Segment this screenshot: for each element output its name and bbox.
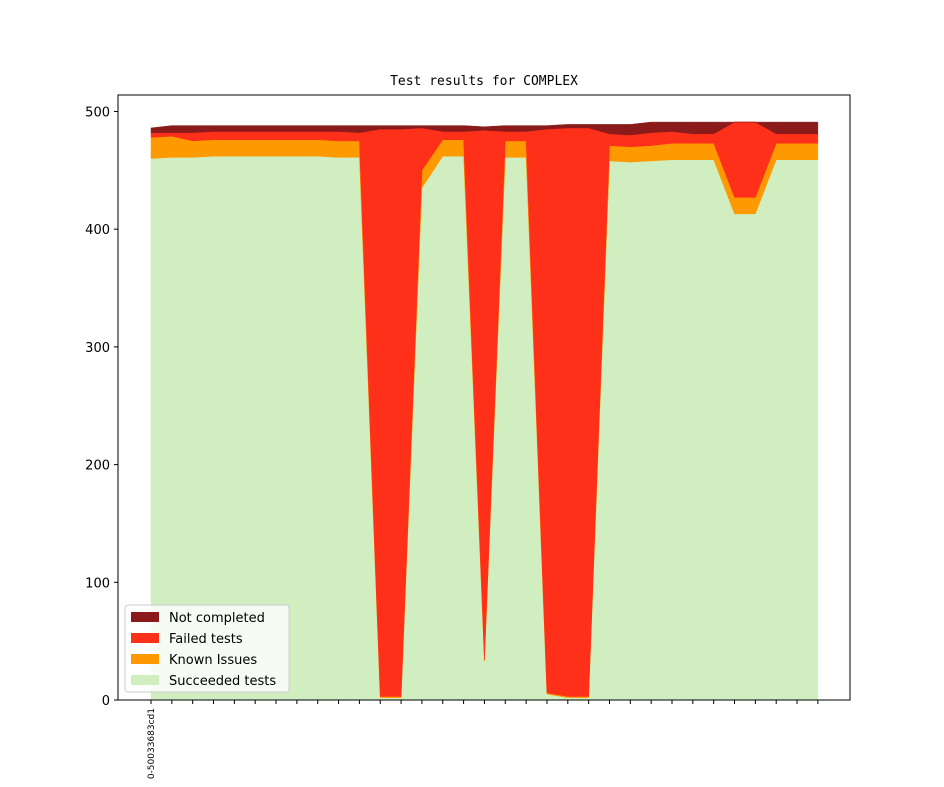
y-tick-label: 400 (85, 223, 110, 238)
legend-swatch (131, 633, 159, 643)
x-tick-label: 0-50033683cd1 (147, 708, 157, 779)
y-tick-label: 100 (85, 576, 110, 591)
y-tick-label: 0 (102, 694, 110, 709)
legend-label: Known Issues (169, 653, 257, 668)
legend-swatch (131, 654, 159, 664)
y-tick-label: 500 (85, 105, 110, 120)
legend-box (124, 604, 290, 693)
legend-swatch (131, 612, 159, 622)
legend-label: Succeeded tests (169, 674, 276, 689)
legend-label: Failed tests (169, 632, 243, 647)
y-tick-label: 300 (85, 341, 110, 356)
y-tick-label: 200 (85, 459, 110, 474)
legend-swatch (131, 675, 159, 685)
axes: 0 100 200 300 400 500 0-50033683cd1 (85, 105, 819, 779)
area (150, 121, 819, 136)
legend-label: Not completed (169, 611, 265, 626)
legend: Not completed Failed tests Known Issues Suc… (124, 604, 290, 693)
chart-title: Test results for COMPLEX (390, 74, 578, 89)
